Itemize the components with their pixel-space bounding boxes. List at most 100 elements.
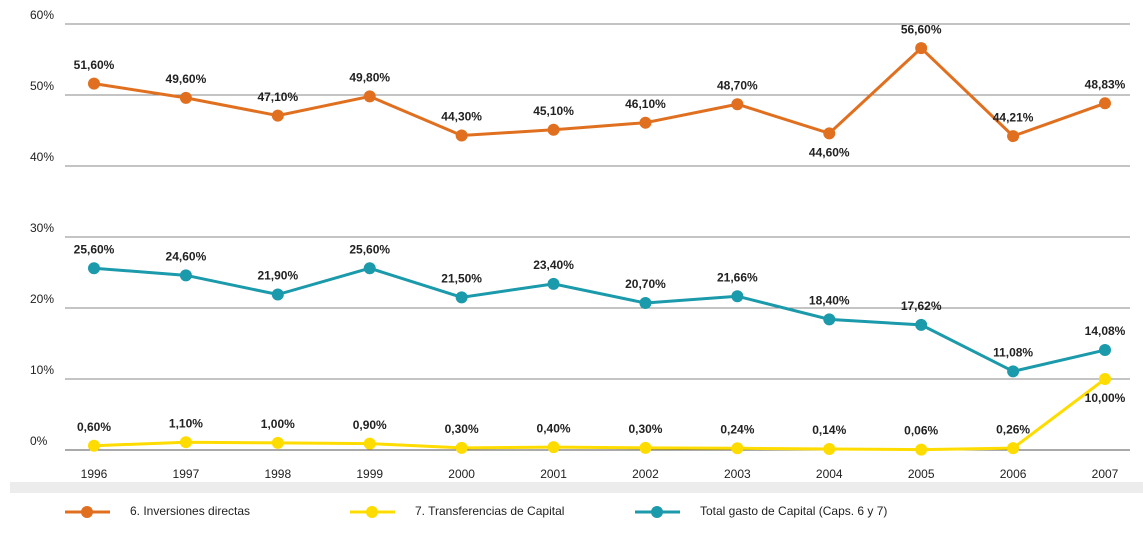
data-label: 10,00% — [1085, 391, 1126, 405]
x-tick-label: 2006 — [1000, 467, 1027, 481]
data-label: 18,40% — [809, 294, 850, 308]
point — [271, 109, 284, 122]
data-label: 47,10% — [257, 90, 298, 104]
x-tick-label: 2002 — [632, 467, 659, 481]
data-label: 49,80% — [349, 71, 390, 85]
data-label: 0,40% — [537, 421, 571, 435]
y-tick-label: 10% — [30, 363, 54, 377]
point — [823, 313, 836, 326]
x-tick-label: 2004 — [816, 467, 843, 481]
data-label: 44,60% — [809, 146, 850, 160]
point — [823, 443, 836, 456]
data-label: 21,50% — [441, 272, 482, 286]
data-label: 24,60% — [166, 250, 207, 264]
point — [915, 42, 928, 55]
point — [455, 441, 468, 454]
point — [88, 77, 100, 90]
data-label: 23,40% — [533, 258, 574, 272]
data-label: 21,90% — [257, 269, 298, 283]
point — [455, 129, 468, 142]
series-line — [93, 46, 1106, 138]
data-label: 48,70% — [717, 78, 758, 92]
point — [179, 269, 192, 282]
point — [1099, 344, 1111, 357]
legend-marker — [366, 506, 378, 518]
point — [639, 297, 652, 310]
data-label: 44,21% — [993, 110, 1034, 124]
point — [363, 262, 376, 275]
series-line — [93, 377, 1106, 452]
data-label: 51,60% — [74, 58, 115, 72]
y-tick-label: 30% — [30, 221, 54, 235]
legend-marker — [81, 506, 93, 518]
y-tick-label: 50% — [30, 79, 54, 93]
point — [363, 437, 376, 450]
point — [1007, 130, 1020, 143]
data-label: 25,60% — [349, 242, 390, 256]
data-label: 56,60% — [901, 22, 942, 36]
series-line — [93, 266, 1106, 373]
legend-label: Total gasto de Capital (Caps. 6 y 7) — [700, 504, 887, 518]
point — [915, 443, 928, 456]
point — [823, 127, 836, 140]
y-tick-label: 40% — [30, 150, 54, 164]
point — [1099, 97, 1111, 110]
data-label: 44,30% — [441, 110, 482, 124]
data-label: 48,83% — [1085, 77, 1126, 91]
point — [271, 288, 284, 301]
x-tick-label: 2003 — [724, 467, 751, 481]
data-label: 49,60% — [166, 72, 207, 86]
point — [179, 91, 192, 104]
point — [547, 441, 560, 454]
point — [731, 442, 744, 455]
x-tick-label: 2001 — [540, 467, 567, 481]
point — [639, 441, 652, 454]
point — [731, 98, 744, 111]
x-tick-label: 1997 — [173, 467, 200, 481]
data-label: 0,14% — [812, 423, 846, 437]
point — [547, 123, 560, 136]
point — [639, 116, 652, 129]
point — [88, 439, 100, 452]
point — [363, 90, 376, 103]
point — [1099, 373, 1111, 385]
point — [547, 277, 560, 290]
point — [1007, 442, 1020, 455]
data-label: 0,60% — [77, 420, 111, 434]
y-tick-label: 0% — [30, 434, 48, 448]
x-tick-label: 1999 — [356, 467, 383, 481]
data-label: 25,60% — [74, 242, 115, 256]
data-label: 14,08% — [1085, 324, 1126, 338]
data-label: 0,30% — [445, 422, 479, 436]
data-label: 0,90% — [353, 418, 387, 432]
data-label: 11,08% — [993, 346, 1033, 360]
legend-label: 7. Transferencias de Capital — [415, 504, 564, 518]
point — [1007, 365, 1020, 378]
x-tick-label: 2000 — [448, 467, 475, 481]
x-tick-label: 2005 — [908, 467, 935, 481]
x-tick-label: 1996 — [81, 467, 108, 481]
x-tick-label: 2007 — [1092, 467, 1119, 481]
data-label: 0,26% — [996, 422, 1030, 436]
y-tick-label: 20% — [30, 292, 54, 306]
data-label: 1,00% — [261, 417, 295, 431]
data-label: 45,10% — [533, 104, 574, 118]
data-label: 20,70% — [625, 277, 666, 291]
data-label: 1,10% — [169, 416, 203, 430]
separator-band — [10, 482, 1143, 493]
point — [179, 436, 192, 449]
point — [271, 436, 284, 449]
point — [88, 262, 100, 275]
legend-label: 6. Inversiones directas — [130, 504, 250, 518]
point — [731, 290, 744, 303]
data-label: 17,62% — [901, 299, 942, 313]
legend-marker — [651, 506, 663, 518]
point — [455, 291, 468, 304]
data-label: 46,10% — [625, 97, 666, 111]
data-label: 0,06% — [904, 424, 938, 438]
x-tick-label: 1998 — [264, 467, 291, 481]
data-label: 0,30% — [628, 422, 662, 436]
y-tick-label: 60% — [30, 8, 54, 22]
data-label: 0,24% — [720, 422, 754, 436]
